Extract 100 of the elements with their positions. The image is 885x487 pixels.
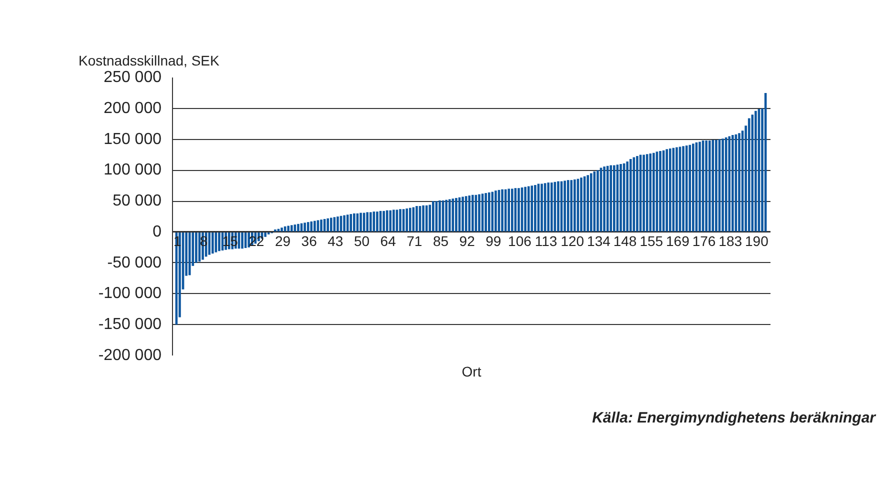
bar: [366, 212, 368, 232]
bar: [399, 209, 402, 232]
bar: [297, 224, 300, 232]
bar: [448, 199, 451, 232]
bar: [518, 188, 520, 232]
bar: [574, 179, 576, 232]
bar: [195, 232, 198, 263]
bar: [484, 193, 487, 232]
bar: [530, 186, 534, 232]
bar: [636, 156, 638, 232]
bar: [408, 208, 412, 232]
bar: [534, 184, 536, 232]
x-tick-label: 134: [587, 232, 611, 249]
bar: [738, 133, 740, 232]
bar: [462, 196, 464, 232]
bar: [438, 200, 441, 232]
bar: [455, 198, 458, 232]
bar: [501, 189, 504, 232]
y-tick-label: 100 000: [104, 162, 162, 179]
x-tick-label: 36: [301, 232, 318, 249]
bar: [564, 180, 566, 232]
bar: [314, 220, 316, 232]
bar: [708, 140, 711, 232]
x-tick-label: 169: [666, 232, 690, 249]
bar: [722, 138, 724, 232]
bar: [360, 212, 362, 232]
bar: [494, 190, 497, 232]
x-tick-label: 190: [745, 232, 769, 249]
bar: [586, 175, 589, 232]
bar: [188, 232, 191, 276]
bar: [610, 165, 612, 232]
x-tick-label: 120: [560, 232, 584, 249]
y-tick-label: 250 000: [104, 69, 162, 86]
bar: [754, 110, 757, 232]
x-tick-label: 64: [380, 232, 396, 249]
bar: [547, 182, 550, 232]
x-tick-label: 92: [459, 232, 476, 249]
bar: [382, 210, 385, 232]
bar: [570, 180, 573, 232]
bar: [629, 159, 632, 232]
bar: [580, 178, 582, 232]
bar: [376, 212, 378, 232]
y-tick-label: -200 000: [98, 347, 162, 364]
bar: [590, 173, 592, 232]
bar: [343, 215, 346, 232]
y-tick-label: -150 000: [98, 316, 162, 334]
bar: [330, 218, 332, 232]
bar: [527, 186, 530, 232]
bar: [445, 200, 448, 232]
x-tick-label: 43: [328, 232, 344, 249]
bar: [290, 225, 293, 232]
bar: [652, 152, 655, 232]
bar: [682, 146, 684, 232]
x-tick-label: 155: [640, 232, 664, 249]
bar: [432, 201, 434, 232]
bar: [280, 228, 283, 232]
bar: [287, 226, 290, 232]
x-tick-label: 99: [486, 232, 502, 249]
bar: [732, 134, 734, 232]
bar: [557, 181, 560, 232]
bar: [715, 140, 718, 232]
bar: [478, 194, 480, 232]
bar: [524, 186, 526, 232]
bar: [212, 232, 214, 254]
x-tick-label: 29: [274, 232, 291, 249]
bar: [336, 216, 339, 232]
bar: [353, 213, 356, 232]
y-tick-label: 200 000: [104, 100, 162, 117]
bar: [705, 140, 708, 232]
y-tick-label: 0: [152, 223, 162, 240]
y-axis-title: Kostnadsskillnad, SEK: [78, 52, 220, 68]
bar: [304, 222, 306, 232]
bar: [416, 206, 418, 232]
bar: [603, 166, 606, 232]
bar: [208, 232, 211, 255]
bar: [642, 154, 645, 232]
bar: [751, 114, 754, 232]
bar: [422, 205, 424, 232]
x-tick-label: 50: [354, 232, 370, 249]
bar: [350, 214, 352, 232]
bar: [326, 218, 329, 232]
bar: [472, 194, 474, 232]
bar: [698, 142, 701, 232]
y-tick-label: 150 000: [104, 130, 162, 148]
bar: [692, 144, 694, 232]
bar: [649, 153, 652, 232]
x-tick-label: 148: [613, 232, 637, 249]
bar: [626, 162, 628, 232]
x-tick-label: 71: [406, 232, 422, 249]
bar: [613, 165, 616, 232]
bar: [264, 232, 266, 237]
bar: [728, 136, 731, 232]
text: Källa: Energimyndighetens beräkningar: [592, 410, 877, 426]
x-tick-label: 113: [534, 232, 558, 249]
bar: [510, 188, 514, 232]
bar: [428, 204, 432, 232]
bar: [320, 220, 322, 232]
x-tick-label: 183: [718, 232, 742, 249]
x-tick-label: 85: [432, 232, 449, 249]
bar: [659, 151, 662, 232]
